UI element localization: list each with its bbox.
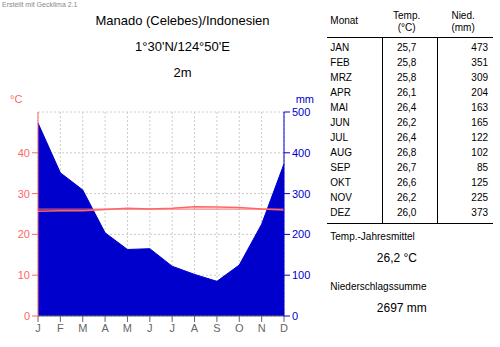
html-text:NOV: NOV bbox=[330, 192, 352, 203]
html-text:Erstellt mit Gecklima 2.1: Erstellt mit Gecklima 2.1 bbox=[2, 1, 78, 8]
html-text:DEZ: DEZ bbox=[330, 207, 351, 218]
html-text:125: 125 bbox=[471, 177, 488, 188]
html-text:JAN: JAN bbox=[330, 42, 350, 53]
html-text:(mm): (mm) bbox=[451, 22, 475, 33]
html-text:SEP: SEP bbox=[330, 162, 351, 173]
html-text:225: 225 bbox=[471, 192, 488, 203]
html-text:JUN: JUN bbox=[330, 117, 350, 128]
html-text:2697 mm: 2697 mm bbox=[376, 301, 427, 315]
svg-text:J: J bbox=[169, 322, 175, 334]
svg-text:M: M bbox=[78, 322, 87, 334]
html-text:AUG: AUG bbox=[330, 147, 352, 158]
html-text:2m: 2m bbox=[173, 65, 192, 80]
svg-text:O: O bbox=[235, 322, 244, 334]
html-text:MAI: MAI bbox=[330, 102, 349, 113]
svg-text:200: 200 bbox=[292, 228, 310, 240]
html-text:25,8: 25,8 bbox=[396, 72, 417, 83]
html-text:26,2: 26,2 bbox=[396, 117, 417, 128]
html-text:26,4: 26,4 bbox=[396, 132, 417, 143]
svg-text:40: 40 bbox=[18, 147, 30, 159]
html-text:163: 163 bbox=[471, 102, 488, 113]
svg-text:20: 20 bbox=[18, 228, 30, 240]
html-text:309: 309 bbox=[471, 72, 488, 83]
html-text:Niederschlagssumme: Niederschlagssumme bbox=[330, 281, 427, 292]
html-text:26,2: 26,2 bbox=[396, 192, 417, 203]
html-text:26,8: 26,8 bbox=[396, 147, 417, 158]
html-text:Temp.-Jahresmittel: Temp.-Jahresmittel bbox=[330, 231, 415, 242]
html-text:Nied.: Nied. bbox=[451, 10, 475, 21]
html-text:165: 165 bbox=[471, 117, 488, 128]
html-text:(°C): (°C) bbox=[397, 22, 416, 33]
svg-text:J: J bbox=[147, 322, 153, 334]
html-text:Temp.: Temp. bbox=[393, 10, 421, 21]
html-text:473: 473 bbox=[471, 42, 488, 53]
svg-text:F: F bbox=[57, 322, 64, 334]
html-text:Manado (Celebes)/Indonesien: Manado (Celebes)/Indonesien bbox=[95, 13, 270, 28]
html-text:°C: °C bbox=[10, 93, 23, 105]
svg-text:N: N bbox=[258, 322, 266, 334]
svg-text:10: 10 bbox=[18, 269, 30, 281]
svg-text:300: 300 bbox=[292, 188, 310, 200]
svg-text:100: 100 bbox=[292, 269, 310, 281]
html-text:26,0: 26,0 bbox=[396, 207, 417, 218]
svg-text:D: D bbox=[280, 322, 288, 334]
svg-text:0: 0 bbox=[292, 310, 298, 322]
html-text:204: 204 bbox=[471, 87, 488, 98]
svg-text:400: 400 bbox=[292, 147, 310, 159]
html-text:OKT: OKT bbox=[330, 177, 351, 188]
html-text:26,1: 26,1 bbox=[396, 87, 417, 98]
html-text:373: 373 bbox=[471, 207, 488, 218]
html-text:JUL: JUL bbox=[330, 132, 349, 143]
svg-text:30: 30 bbox=[18, 188, 30, 200]
html-text:APR: APR bbox=[330, 87, 351, 98]
svg-text:M: M bbox=[123, 322, 132, 334]
html-text:26,7: 26,7 bbox=[396, 162, 417, 173]
html-text:26,6: 26,6 bbox=[396, 177, 417, 188]
html-text:85: 85 bbox=[476, 162, 488, 173]
html-text:25,7: 25,7 bbox=[396, 42, 417, 53]
html-text:MRZ: MRZ bbox=[330, 72, 352, 83]
svg-text:0: 0 bbox=[24, 310, 30, 322]
html-text:1°30'N/124°50'E: 1°30'N/124°50'E bbox=[135, 39, 230, 54]
html-text:102: 102 bbox=[471, 147, 488, 158]
svg-text:A: A bbox=[101, 322, 109, 334]
svg-text:500: 500 bbox=[292, 106, 310, 118]
html-text:Monat: Monat bbox=[330, 15, 359, 26]
svg-text:S: S bbox=[213, 322, 220, 334]
html-text:FEB: FEB bbox=[330, 57, 350, 68]
html-text:mm: mm bbox=[295, 93, 314, 105]
html-text:26,4: 26,4 bbox=[396, 102, 417, 113]
svg-text:J: J bbox=[35, 322, 41, 334]
html-text:351: 351 bbox=[471, 57, 488, 68]
html-text:122: 122 bbox=[471, 132, 488, 143]
svg-text:A: A bbox=[191, 322, 199, 334]
html-text:25,8: 25,8 bbox=[396, 57, 417, 68]
html-text:26,2 °C: 26,2 °C bbox=[376, 251, 417, 265]
